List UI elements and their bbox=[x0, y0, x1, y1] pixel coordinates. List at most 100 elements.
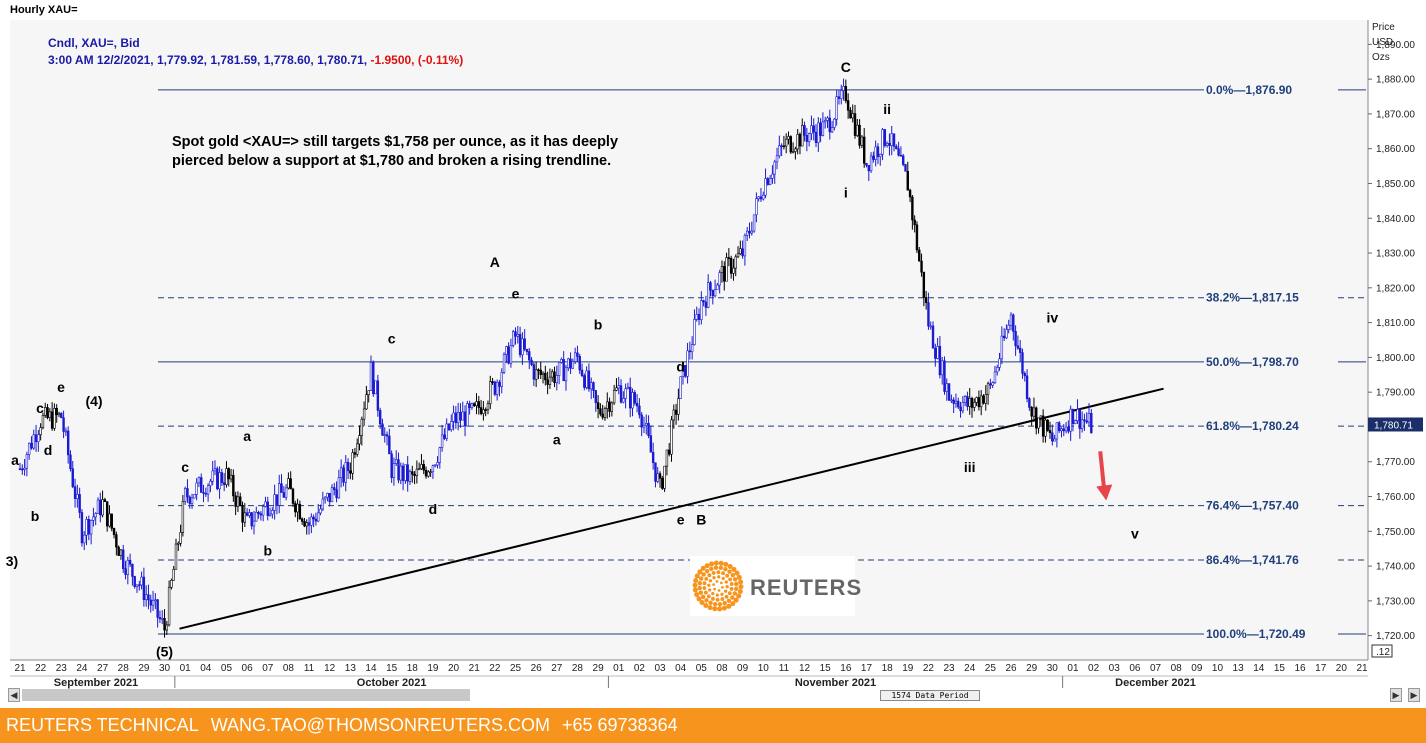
candle-body bbox=[80, 512, 84, 544]
candle-body bbox=[23, 467, 26, 470]
x-tick-label: 22 bbox=[923, 663, 935, 674]
x-tick-label: 11 bbox=[304, 663, 315, 674]
candle-body bbox=[833, 118, 836, 128]
candle-body bbox=[252, 520, 256, 527]
candle-body bbox=[1067, 426, 1070, 432]
candle-body bbox=[727, 257, 731, 259]
candle-body bbox=[300, 518, 304, 522]
candle-body bbox=[197, 477, 201, 484]
candle-body bbox=[427, 471, 430, 477]
candle-body bbox=[658, 473, 662, 479]
wave-label: d bbox=[676, 358, 685, 374]
candle-body bbox=[640, 414, 643, 428]
candle-body bbox=[642, 424, 646, 428]
candle-body bbox=[289, 478, 292, 490]
candle-body bbox=[369, 362, 373, 391]
candle-body bbox=[651, 451, 655, 464]
logo-dot bbox=[712, 576, 716, 580]
candle-body bbox=[284, 487, 288, 498]
zoom-button[interactable]: ▶ bbox=[1408, 688, 1420, 702]
candle-body bbox=[440, 434, 444, 448]
candle-body bbox=[567, 358, 570, 369]
candle-body bbox=[736, 253, 740, 258]
logo-dot bbox=[710, 596, 715, 601]
candle-body bbox=[686, 350, 689, 377]
candle-body bbox=[124, 568, 127, 575]
candle-body bbox=[920, 260, 923, 273]
footer-email: WANG.TAO@THOMSONREUTERS.COM bbox=[210, 715, 550, 735]
candle-body bbox=[447, 423, 451, 430]
candle-body bbox=[502, 354, 506, 373]
candle-body bbox=[812, 125, 815, 133]
candle-body bbox=[569, 358, 572, 369]
x-tick-label: 23 bbox=[944, 663, 956, 674]
candle-body bbox=[1000, 335, 1004, 360]
y-tick-label: 1,840.00 bbox=[1376, 214, 1415, 225]
candle-body bbox=[1051, 432, 1054, 442]
candle-body bbox=[695, 314, 698, 320]
candle-body bbox=[661, 477, 664, 489]
trendline-layer bbox=[179, 387, 1164, 630]
logo-dot bbox=[715, 580, 719, 583]
candle-body bbox=[959, 406, 962, 412]
candle-body bbox=[1035, 407, 1038, 429]
logo-dot bbox=[723, 589, 728, 593]
candle-body bbox=[200, 477, 203, 493]
logo-dot bbox=[715, 593, 719, 597]
candle-body bbox=[707, 282, 710, 308]
candle-body bbox=[360, 418, 364, 436]
candle-body bbox=[83, 534, 86, 544]
candle-body bbox=[860, 136, 864, 146]
candle-body bbox=[1023, 373, 1026, 377]
scrollbar-thumb[interactable] bbox=[22, 689, 470, 701]
logo-dot bbox=[692, 582, 698, 588]
bottom-right-tag: .12 bbox=[1376, 647, 1390, 658]
wave-label: e bbox=[677, 511, 685, 527]
y-tick-label: 1,870.00 bbox=[1376, 109, 1415, 120]
x-tick-label: 12 bbox=[324, 663, 336, 674]
candle-body bbox=[647, 423, 650, 437]
candle-body bbox=[479, 407, 483, 414]
candle-body bbox=[287, 478, 290, 489]
logo-dot bbox=[734, 570, 740, 576]
candle-body bbox=[599, 408, 602, 415]
candle-body bbox=[115, 534, 118, 548]
x-tick-label: 27 bbox=[551, 663, 563, 674]
candle-body bbox=[544, 372, 547, 381]
candle-body bbox=[317, 512, 320, 522]
x-month-label: December 2021 bbox=[1115, 677, 1196, 689]
y-tick-label: 1,890.00 bbox=[1376, 40, 1415, 51]
x-tick-label: 27 bbox=[97, 663, 109, 674]
x-tick-label: 16 bbox=[1294, 663, 1306, 674]
x-month-label: October 2021 bbox=[357, 677, 427, 689]
candle-body bbox=[131, 563, 134, 577]
candle-body bbox=[553, 371, 556, 384]
candle-body bbox=[57, 412, 61, 416]
scroll-right-button[interactable]: ▶ bbox=[1390, 688, 1402, 702]
analysis-note: Spot gold <XAU=> still targets $1,758 pe… bbox=[172, 134, 619, 169]
last-price-tag-text: 1,780.71 bbox=[1374, 420, 1413, 431]
candle-body bbox=[89, 520, 93, 535]
candle-body bbox=[704, 301, 708, 308]
wave-label: i bbox=[844, 184, 848, 200]
x-tick-label: 19 bbox=[427, 663, 439, 674]
wave-label: a bbox=[11, 452, 19, 468]
candle-body bbox=[385, 434, 389, 437]
candle-body bbox=[328, 493, 331, 503]
candle-body bbox=[119, 549, 123, 556]
candle-body bbox=[741, 248, 744, 257]
wave-label: 3) bbox=[6, 553, 18, 569]
candle-body bbox=[1037, 417, 1040, 429]
wave-label: e bbox=[57, 379, 65, 395]
window-title: Hourly XAU= bbox=[10, 4, 78, 16]
logo-dot bbox=[738, 584, 744, 590]
candle-body bbox=[397, 459, 400, 481]
logo-dot bbox=[712, 601, 718, 607]
scroll-left-button[interactable]: ◀ bbox=[8, 688, 20, 702]
candle-body bbox=[206, 485, 210, 495]
logo-dot bbox=[721, 571, 726, 576]
candle-body bbox=[819, 122, 822, 136]
logo-dot bbox=[707, 573, 712, 578]
candle-body bbox=[415, 468, 419, 477]
